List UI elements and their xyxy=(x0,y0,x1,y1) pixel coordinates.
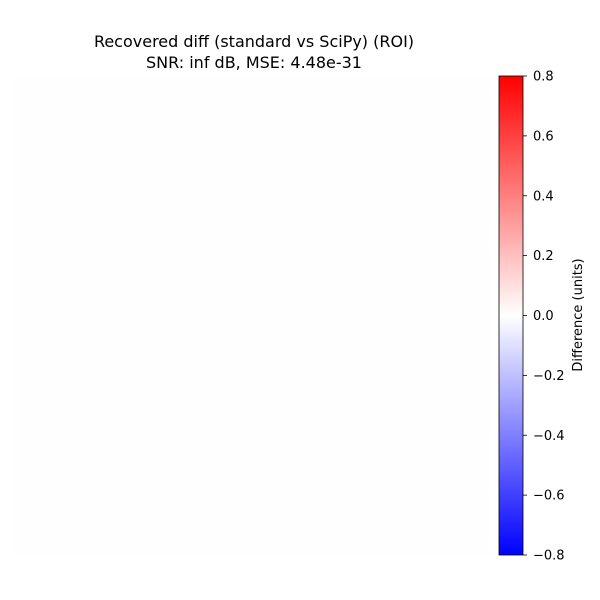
colorbar-tick-label: 0.2 xyxy=(533,249,554,264)
colorbar-tick-label: 0.6 xyxy=(533,129,554,144)
colorbar-tick-label: −0.8 xyxy=(533,549,565,564)
colorbar-tick-label: 0.0 xyxy=(533,309,554,324)
colorbar-tick-label: 0.8 xyxy=(533,70,554,85)
colorbar-tick-label: −0.2 xyxy=(533,369,565,384)
colorbar-tick-label: −0.4 xyxy=(533,429,565,444)
colorbar-tick-label: −0.6 xyxy=(533,489,565,504)
chart-subtitle: SNR: inf dB, MSE: 4.48e-31 xyxy=(146,53,362,72)
colorbar xyxy=(498,75,524,556)
colorbar-tick-label: 0.4 xyxy=(533,189,554,204)
chart-title: Recovered diff (standard vs SciPy) (ROI) xyxy=(94,32,414,51)
heatmap-image xyxy=(14,76,493,555)
colorbar-ticks: −0.8 −0.6 −0.4 −0.2 0.0 0.2 0.4 0.6 0.8 xyxy=(523,70,565,564)
colorbar-label: Difference (units) xyxy=(571,258,586,371)
